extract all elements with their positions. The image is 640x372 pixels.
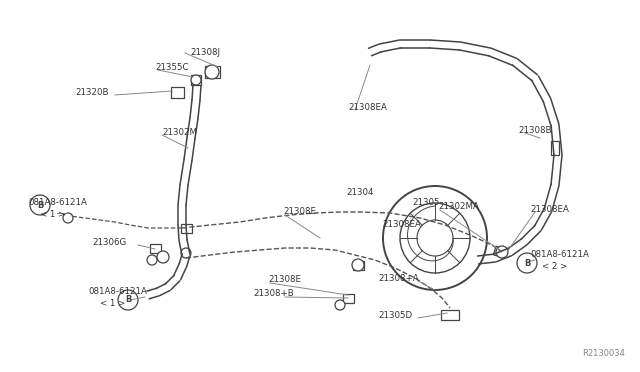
Text: 21308EA: 21308EA [348, 103, 387, 112]
FancyBboxPatch shape [170, 87, 184, 97]
FancyBboxPatch shape [150, 244, 161, 253]
Text: 21306G: 21306G [92, 238, 126, 247]
Circle shape [191, 75, 201, 85]
Text: 21308+A: 21308+A [378, 274, 419, 283]
FancyBboxPatch shape [342, 294, 353, 302]
Circle shape [383, 186, 487, 290]
Text: 21302MA: 21302MA [438, 202, 479, 211]
Text: 21308B: 21308B [518, 126, 552, 135]
Text: 21305: 21305 [412, 198, 440, 207]
FancyBboxPatch shape [441, 310, 459, 320]
Text: B: B [524, 259, 530, 267]
Circle shape [352, 259, 364, 271]
Text: 21308EA: 21308EA [530, 205, 569, 214]
FancyBboxPatch shape [180, 224, 191, 232]
Circle shape [517, 253, 537, 273]
Text: < 1 >: < 1 > [40, 210, 65, 219]
FancyBboxPatch shape [493, 246, 506, 258]
Text: 21304: 21304 [346, 188, 374, 197]
Text: 21305D: 21305D [378, 311, 412, 320]
Text: 21308E: 21308E [268, 275, 301, 284]
Circle shape [30, 195, 50, 215]
Text: 21320B: 21320B [75, 88, 109, 97]
Text: 21308EA: 21308EA [382, 220, 421, 229]
FancyBboxPatch shape [551, 141, 559, 155]
Text: B: B [37, 201, 43, 209]
Text: B: B [125, 295, 131, 305]
Circle shape [157, 251, 169, 263]
Circle shape [335, 300, 345, 310]
Text: < 1 >: < 1 > [100, 299, 125, 308]
Text: 21302M: 21302M [162, 128, 197, 137]
FancyBboxPatch shape [191, 75, 201, 85]
FancyBboxPatch shape [353, 260, 364, 269]
Circle shape [205, 65, 219, 79]
Circle shape [118, 290, 138, 310]
Text: 081A8-6121A: 081A8-6121A [88, 287, 147, 296]
Text: 081A8-6121A: 081A8-6121A [530, 250, 589, 259]
FancyBboxPatch shape [205, 66, 220, 78]
Circle shape [400, 203, 470, 273]
Text: 21308+B: 21308+B [253, 289, 294, 298]
Circle shape [417, 220, 453, 256]
Text: 081A8-6121A: 081A8-6121A [28, 198, 87, 207]
Text: 21308E: 21308E [283, 207, 316, 216]
Text: 21355C: 21355C [155, 63, 189, 72]
Circle shape [147, 255, 157, 265]
Text: 21308J: 21308J [190, 48, 220, 57]
Circle shape [181, 248, 191, 258]
Circle shape [496, 246, 508, 258]
Circle shape [63, 213, 73, 223]
Text: < 2 >: < 2 > [542, 262, 567, 271]
Text: R2130034: R2130034 [582, 349, 625, 358]
